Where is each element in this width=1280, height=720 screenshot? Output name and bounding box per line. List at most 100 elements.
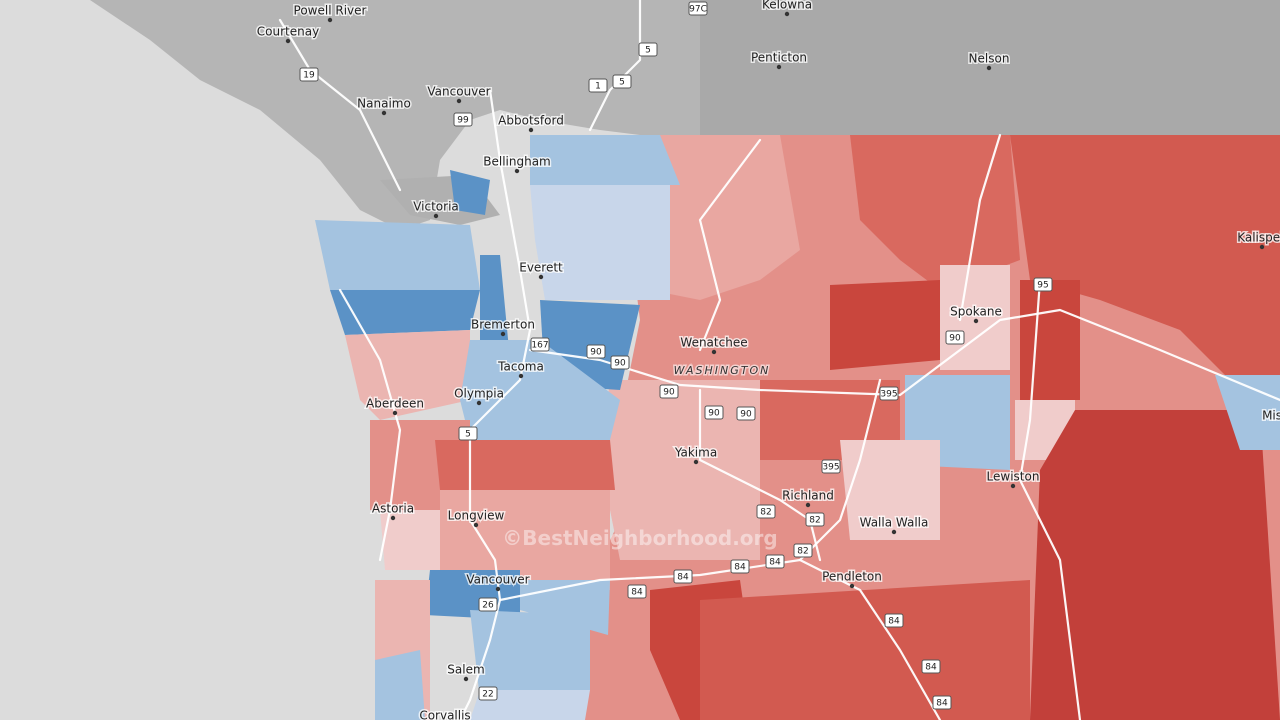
highway-shield: 84 (627, 584, 647, 599)
highway-shield: 84 (673, 569, 693, 584)
highway-shield: 90 (586, 344, 606, 359)
place-label: Victoria (413, 200, 459, 214)
shield-label: 84 (734, 563, 746, 573)
shield-box (453, 112, 473, 127)
shield-box (612, 74, 632, 89)
place-label: Missoula (1262, 409, 1280, 423)
place-label: Longview (448, 509, 505, 523)
highway-shield: 167 (530, 337, 550, 352)
shield-label: 395 (880, 390, 897, 400)
place-dot (390, 515, 396, 521)
state-label: WASHINGTON (674, 364, 771, 377)
place-dot (528, 127, 534, 133)
highway-shield: 5 (638, 42, 658, 57)
highway-shield: 1 (588, 78, 608, 93)
place-dot (538, 274, 544, 280)
place-dot (1010, 483, 1016, 489)
choropleth (315, 135, 1280, 720)
shield-label: 90 (949, 334, 961, 344)
shield-box (586, 344, 606, 359)
shield-box (673, 569, 693, 584)
highway-shield: 97C (688, 1, 708, 16)
place-dot (711, 349, 717, 355)
shield-box (638, 42, 658, 57)
highway-shield: 84 (921, 659, 941, 674)
shield-label: 5 (619, 78, 625, 88)
shield-box (478, 597, 498, 612)
place-label: Nanaimo (357, 97, 411, 111)
shield-label: 395 (822, 463, 839, 473)
shield-box (756, 504, 776, 519)
roads (278, 0, 1280, 720)
highway-shield: 26 (478, 597, 498, 612)
place-label: Bellingham (483, 155, 551, 169)
shield-box (659, 384, 679, 399)
shield-box (793, 543, 813, 558)
place-label: Corvallis (419, 709, 470, 720)
place-dot (456, 98, 462, 104)
place-dot (392, 410, 398, 416)
highway-shield: 82 (793, 543, 813, 558)
shield-label: 84 (925, 663, 937, 673)
place-label: Wenatchee (680, 336, 747, 350)
highway-shield: 99 (453, 112, 473, 127)
highway-shield: 84 (765, 554, 785, 569)
highway-shield: 395 (821, 459, 841, 474)
place-label: Everett (519, 261, 563, 275)
shield-box (821, 459, 841, 474)
shield-label: 19 (303, 71, 315, 81)
place-label: Salem (447, 663, 484, 677)
shield-label: 22 (482, 690, 493, 700)
place-label: Aberdeen (366, 397, 424, 411)
highway-shield: 90 (736, 406, 756, 421)
place-label: Powell River (294, 4, 367, 18)
highway-shield: 395 (879, 386, 899, 401)
shield-label: 84 (677, 573, 689, 583)
highway-shield: 82 (756, 504, 776, 519)
place-dot (891, 529, 897, 535)
highway-shield: 84 (884, 613, 904, 628)
shield-label: 90 (590, 348, 602, 358)
shield-box (932, 695, 952, 710)
place-dot (473, 522, 479, 528)
watermark: ©BestNeighborhood.org (502, 526, 777, 550)
shield-box (730, 559, 750, 574)
highway-shield: 5 (612, 74, 632, 89)
shield-label: 82 (760, 508, 771, 518)
highway-shield: 22 (478, 686, 498, 701)
place-label: Kalispell (1237, 231, 1280, 245)
shield-label: 5 (465, 430, 471, 440)
shield-box (458, 426, 478, 441)
place-label: Olympia (454, 387, 504, 401)
place-label: Yakima (674, 446, 717, 460)
shield-box (610, 355, 630, 370)
shield-box (588, 78, 608, 93)
highway-shield: 95 (1033, 277, 1053, 292)
shield-box (299, 67, 319, 82)
place-label: Walla Walla (860, 516, 929, 530)
shield-label: 5 (645, 46, 651, 56)
shield-box (688, 1, 708, 16)
highway-shield: 90 (659, 384, 679, 399)
place-dot (986, 65, 992, 71)
highway-shield: 90 (610, 355, 630, 370)
place-dot (500, 331, 506, 337)
place-dot (849, 583, 855, 589)
highway-shield: 82 (805, 512, 825, 527)
shield-label: 95 (1037, 281, 1048, 291)
shield-box (921, 659, 941, 674)
shield-box (704, 405, 724, 420)
place-dot (433, 213, 439, 219)
place-dot (693, 459, 699, 465)
place-label: Courtenay (257, 25, 319, 39)
place-label: Astoria (372, 502, 414, 516)
place-dot (973, 318, 979, 324)
shield-label: 1 (595, 82, 601, 92)
shield-label: 84 (936, 699, 948, 709)
shield-box (530, 337, 550, 352)
shield-label: 90 (708, 409, 720, 419)
shield-label: 167 (531, 341, 548, 351)
place-label: Tacoma (497, 360, 544, 374)
